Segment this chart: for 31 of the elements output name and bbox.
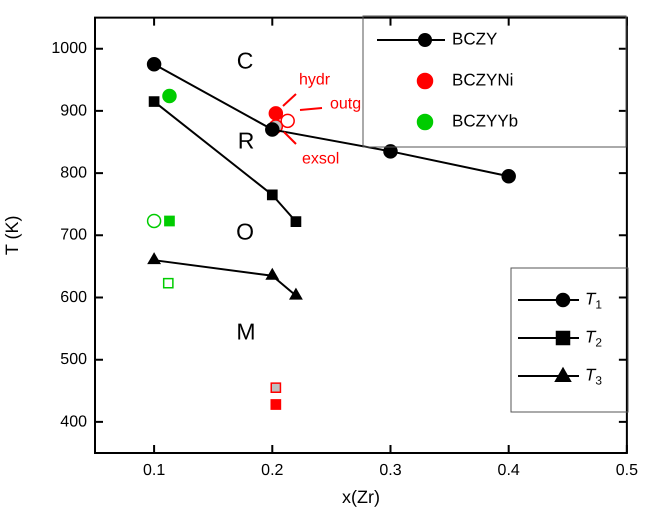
annotation: hydr xyxy=(299,71,331,88)
y-tick-label: 1000 xyxy=(51,40,88,58)
point xyxy=(146,57,162,72)
point xyxy=(266,190,278,200)
legend-label: BCZYYb xyxy=(452,112,518,131)
x-tick-label: 0.3 xyxy=(379,462,402,480)
y-axis-title: T (K) xyxy=(2,215,22,256)
x-tick-label: 0.2 xyxy=(261,462,284,480)
point xyxy=(501,168,516,184)
annotation: M xyxy=(236,318,256,344)
legend-title: BCZY xyxy=(452,30,498,49)
annotation: outg xyxy=(330,95,362,112)
annotation: C xyxy=(236,47,254,74)
x-tick-label: 0.5 xyxy=(616,462,638,480)
annotation: exsol xyxy=(302,150,340,168)
y-tick-label: 700 xyxy=(60,226,88,244)
y-tick-label: 500 xyxy=(60,351,88,368)
y-tick-label: 400 xyxy=(60,413,88,430)
annotation: R xyxy=(238,127,254,154)
x-tick-label: 0.4 xyxy=(498,462,520,480)
x-tick-label: 0.1 xyxy=(142,462,166,480)
point xyxy=(290,216,302,227)
legend-label: BCZYNi xyxy=(452,70,514,90)
point xyxy=(265,122,280,137)
point xyxy=(383,144,398,159)
x-axis-title: x(Zr) xyxy=(342,487,380,508)
y-tick-label: 600 xyxy=(60,288,88,306)
annotation: O xyxy=(236,218,254,244)
y-tick-label: 800 xyxy=(60,164,88,182)
point xyxy=(148,96,160,107)
y-tick-label: 900 xyxy=(60,102,88,120)
